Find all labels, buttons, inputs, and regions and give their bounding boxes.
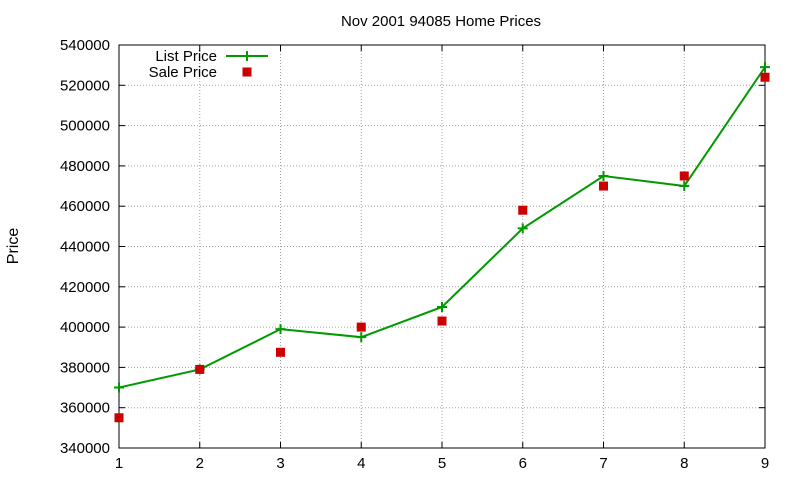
sale-price-point <box>599 181 608 191</box>
grid <box>119 45 765 448</box>
x-tick-label: 6 <box>519 455 527 472</box>
chart-title: Nov 2001 94085 Home Prices <box>341 13 541 30</box>
list-price-point <box>517 223 528 234</box>
legend-plus-swatch <box>242 51 252 61</box>
sale-price-point <box>518 205 528 215</box>
x-tick-label: 1 <box>115 455 123 472</box>
x-tick-label: 8 <box>680 455 688 472</box>
sale-price-point <box>195 364 205 374</box>
sale-price-point <box>356 322 366 332</box>
y-tick-label: 420000 <box>60 279 110 296</box>
list-price-point <box>598 170 609 181</box>
y-tick-label: 480000 <box>60 158 110 175</box>
y-tick-label: 460000 <box>60 198 110 215</box>
y-tick-label: 400000 <box>60 319 110 336</box>
list-price-point <box>437 301 447 312</box>
sale-price-point <box>679 171 689 181</box>
y-tick-label: 380000 <box>60 359 110 376</box>
sale-price-point <box>276 347 285 357</box>
legend-square-swatch <box>242 67 252 77</box>
y-tick-label: 440000 <box>60 239 110 256</box>
y-tick-label: 540000 <box>60 37 110 54</box>
y-tick-label: 500000 <box>60 118 110 135</box>
x-tick-label: 9 <box>761 455 769 472</box>
list-price-point <box>275 324 286 335</box>
y-tick-label: 520000 <box>60 77 110 94</box>
y-axis-label: Price <box>5 228 22 265</box>
list-price-point <box>356 332 367 343</box>
x-tick-label: 5 <box>438 455 446 472</box>
sale-price-point <box>437 316 447 326</box>
legend-label: List Price <box>155 48 217 65</box>
series-group <box>114 62 770 423</box>
y-tick-label: 360000 <box>60 400 110 417</box>
axis-ticks: 1 2 3 4 5 6 7 8 9 340000 360000 380000 400000 420000 4… <box>60 37 769 472</box>
sale-price-point <box>114 413 124 423</box>
list-price-point <box>679 181 690 192</box>
y-tick-label: 340000 <box>60 440 110 457</box>
x-tick-label: 2 <box>196 455 204 472</box>
list-price-point <box>114 382 124 393</box>
sale-price-point <box>760 72 770 82</box>
x-tick-label: 7 <box>599 455 607 472</box>
legend-label: Sale Price <box>149 64 217 81</box>
x-tick-label: 3 <box>276 455 284 472</box>
x-tick-label: 4 <box>357 455 365 472</box>
list-price-point <box>760 62 770 73</box>
